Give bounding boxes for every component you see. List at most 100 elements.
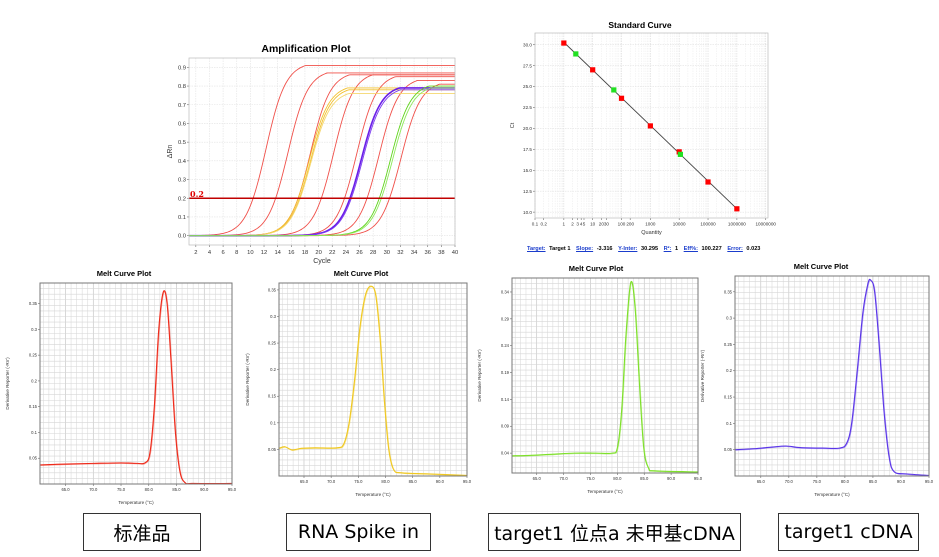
- y-inter-link[interactable]: Y-Inter:: [618, 246, 638, 252]
- r2-link[interactable]: R²:: [663, 246, 672, 252]
- x-tick-label: 2: [194, 250, 197, 256]
- grid: [534, 33, 768, 218]
- chart-title: Melt Curve Plot: [569, 264, 624, 273]
- y-tick-label: 0.35: [29, 301, 38, 306]
- y-tick-label: 25.0: [523, 84, 532, 89]
- x-axis-label: Cycle: [313, 258, 331, 265]
- plot-border: [188, 57, 456, 246]
- x-tick-label: 10: [590, 222, 596, 227]
- grid: [40, 283, 233, 484]
- x-tick-label: 75.0: [586, 476, 595, 481]
- unknown-point: [677, 151, 683, 157]
- y-tick-label: 0.6: [178, 121, 186, 127]
- y-tick-label: 0.1: [31, 430, 37, 435]
- y-tick-label: 0.35: [724, 289, 733, 294]
- x-tick-label: 70.0: [89, 487, 98, 492]
- x-tick-label: 75.0: [354, 479, 363, 484]
- y-tick-label: 0.29: [501, 316, 510, 321]
- y-tick-label: 0.3: [270, 314, 276, 319]
- x-tick-label: 38: [438, 250, 444, 256]
- y-tick-label: 0.25: [724, 342, 733, 347]
- y-tick-label: 27.5: [523, 63, 532, 68]
- plot-marks: [512, 280, 698, 473]
- chart-1: Standard Curve 0.1 0.2 1 2 3 4 5 10 20 30 100 200 100…: [510, 20, 776, 236]
- x-tick-label: 90.0: [436, 479, 445, 484]
- y-tick-label: 0.9: [178, 65, 186, 71]
- standard-point: [647, 123, 653, 129]
- sample-label-target1-cdna: target1 cDNA: [778, 513, 919, 551]
- x-axis-label: Temperature (°C): [118, 500, 154, 505]
- y-tick-label: 0.0: [178, 234, 186, 240]
- y-tick-label: 0.25: [29, 353, 38, 358]
- y-tick-label: 0.05: [268, 447, 277, 452]
- x-tick-label: 26: [356, 250, 362, 256]
- y-tick-label: 0.09: [501, 424, 510, 429]
- x-tick-label: 200: [626, 222, 634, 227]
- x-tick-label: 40: [452, 250, 458, 256]
- y-tick-label: 0.3: [726, 316, 732, 321]
- x-tick-label: 95.0: [463, 479, 472, 484]
- amplification-curve: [189, 87, 455, 237]
- chart-3: Melt Curve Plot 65.0 70.0 75.0 80.0 85.0 90.0 9…: [245, 269, 472, 497]
- x-tick-label: 90.0: [667, 476, 676, 481]
- grid: [735, 276, 930, 476]
- grid: [279, 283, 468, 476]
- y-tick-label: 0.2: [178, 196, 186, 202]
- plot-marks: [279, 285, 467, 476]
- y-axis-label: Derivative Reporter (-Rn'): [245, 353, 250, 406]
- y-tick-label: 0.15: [268, 394, 277, 399]
- y-tick-label: 0.2: [726, 368, 732, 373]
- x-tick-label: 65.0: [300, 479, 309, 484]
- y-tick-label: 0.4: [178, 159, 187, 165]
- x-tick-label: 85.0: [640, 476, 649, 481]
- y-axis-label: Derivative Reporter (-Rn'): [5, 357, 10, 410]
- x-tick-label: 95.0: [694, 476, 703, 481]
- x-tick-label: 32: [397, 250, 403, 256]
- plot-area: [189, 58, 455, 245]
- x-tick-label: 90.0: [200, 487, 209, 492]
- x-axis-label: Quantity: [641, 230, 662, 236]
- y-tick-label: 0.1: [726, 421, 732, 426]
- slope-link[interactable]: Slope:: [576, 246, 594, 252]
- x-tick-label: 65.0: [757, 479, 766, 484]
- y-tick-label: 0.15: [724, 395, 733, 400]
- threshold-label: 0.2: [190, 189, 204, 199]
- x-tick-label: 14: [274, 250, 281, 256]
- x-tick-label: 5: [583, 222, 586, 227]
- chart-title: Melt Curve Plot: [97, 269, 152, 278]
- x-tick-label: 6: [221, 250, 224, 256]
- y-tick-label: 0.24: [501, 343, 510, 348]
- x-tick-label: 100000: [700, 222, 716, 227]
- x-tick-label: 34: [411, 250, 418, 256]
- x-tick-label: 20: [315, 250, 321, 256]
- x-axis-label: Temperature (°C): [587, 489, 623, 494]
- r2-value: 1: [674, 246, 679, 252]
- x-tick-label: 70.0: [327, 479, 336, 484]
- x-axis-label: Temperature (°C): [355, 492, 391, 497]
- chart-title: Amplification Plot: [261, 43, 351, 55]
- x-tick-label: 75.0: [117, 487, 126, 492]
- y-axis-label: ΔRn: [167, 145, 174, 159]
- x-tick-label: 90.0: [897, 479, 906, 484]
- melt-curve: [735, 278, 929, 476]
- y-tick-label: 30.0: [523, 42, 532, 47]
- y-tick-label: 0.34: [501, 289, 510, 294]
- x-tick-label: 30: [384, 250, 390, 256]
- efficiency-link[interactable]: Eff%:: [683, 246, 698, 252]
- error-link[interactable]: Error:: [727, 246, 743, 252]
- y-tick-label: 0.1: [270, 420, 276, 425]
- y-tick-label: 0.1: [178, 215, 186, 221]
- plot-marks: [189, 65, 455, 237]
- y-tick-label: 0.35: [268, 287, 277, 292]
- error-value: 0.023: [746, 246, 761, 252]
- x-tick-label: 3: [576, 222, 579, 227]
- y-tick-label: 0.14: [501, 397, 510, 402]
- target-link[interactable]: Target:: [527, 246, 546, 252]
- y-axis-label: Derivative Reporter (-Rn'): [477, 349, 482, 402]
- x-tick-label: 22: [329, 250, 335, 256]
- y-tick-label: 20.0: [523, 126, 532, 131]
- y-tick-label: 0.7: [178, 103, 186, 109]
- chart-title: Standard Curve: [608, 20, 672, 30]
- chart-5: Melt Curve Plot 65.0 70.0 75.0 80.0 85.0 90.0 9…: [700, 262, 934, 497]
